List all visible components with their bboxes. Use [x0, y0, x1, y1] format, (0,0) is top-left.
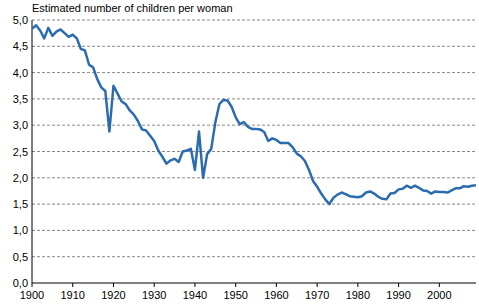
x-tick — [194, 283, 195, 287]
y-tick-label: 2,5 — [13, 146, 28, 158]
grid-line — [32, 177, 476, 178]
x-tick-label: 1950 — [223, 289, 247, 301]
x-tick — [32, 283, 33, 287]
grid-line — [32, 125, 476, 126]
x-tick — [398, 283, 399, 287]
y-tick-label: 4,0 — [13, 67, 28, 79]
x-tick — [439, 283, 440, 287]
x-tick-label: 1920 — [101, 289, 125, 301]
grid-line — [32, 151, 476, 152]
y-tick-label: 3,5 — [13, 93, 28, 105]
line-series — [32, 25, 476, 204]
y-tick-label: 1,0 — [13, 224, 28, 236]
x-tick-label: 1960 — [264, 289, 288, 301]
x-tick-label: 1900 — [20, 289, 44, 301]
x-tick-label: 1910 — [60, 289, 84, 301]
title: Estimated number of children per woman — [32, 2, 233, 14]
x-tick-label: 1930 — [142, 289, 166, 301]
grid-line — [32, 46, 476, 47]
y-tick-label: 2,0 — [13, 172, 28, 184]
y-tick-label: 4,5 — [13, 40, 28, 52]
grid-line — [32, 204, 476, 205]
y-tick-label: 5,0 — [13, 14, 28, 26]
x-tick-label: 1980 — [346, 289, 370, 301]
y-axis — [32, 20, 33, 283]
grid-line — [32, 256, 476, 257]
grid-line — [32, 20, 476, 21]
plot-area — [32, 25, 476, 204]
grid-line — [32, 98, 476, 99]
chart: Estimated number of children per woman 0,… — [0, 0, 479, 308]
x-tick-label: 1940 — [183, 289, 207, 301]
grid-line — [32, 230, 476, 231]
x-tick — [317, 283, 318, 287]
x-tick — [276, 283, 277, 287]
x-tick — [72, 283, 73, 287]
x-tick-label: 1990 — [386, 289, 410, 301]
y-tick-label: 1,5 — [13, 198, 28, 210]
x-axis — [32, 283, 476, 284]
x-tick — [357, 283, 358, 287]
y-tick-label: 0,5 — [13, 251, 28, 263]
x-tick-label: 1970 — [305, 289, 329, 301]
y-tick-label: 0,0 — [13, 277, 28, 289]
y-tick-label: 3,0 — [13, 119, 28, 131]
x-tick — [154, 283, 155, 287]
x-tick — [235, 283, 236, 287]
grid-line — [32, 72, 476, 73]
x-tick — [113, 283, 114, 287]
x-tick-label: 2000 — [427, 289, 451, 301]
